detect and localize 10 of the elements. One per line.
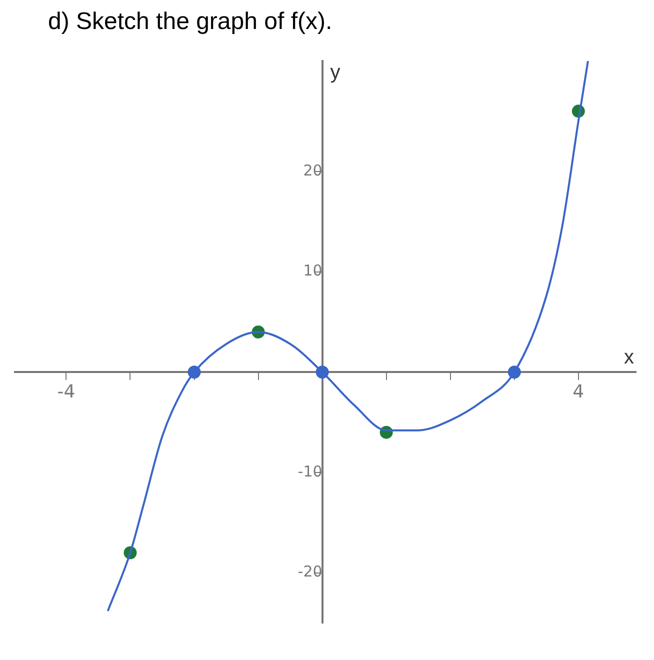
- x-tick-label: -4: [57, 382, 76, 403]
- x-tick-label: 4: [572, 382, 584, 403]
- y-tick-label: 10: [303, 262, 322, 280]
- y-tick-label: -20: [298, 562, 322, 581]
- y-tick-label: -10: [298, 462, 322, 480]
- y-tick-label: 20: [303, 161, 322, 180]
- line-series: [106, 61, 589, 612]
- x-axis-title: x: [624, 346, 634, 369]
- chart-title: d) Sketch the graph of f(x).: [47, 8, 334, 37]
- y-axis-title: y: [330, 62, 340, 84]
